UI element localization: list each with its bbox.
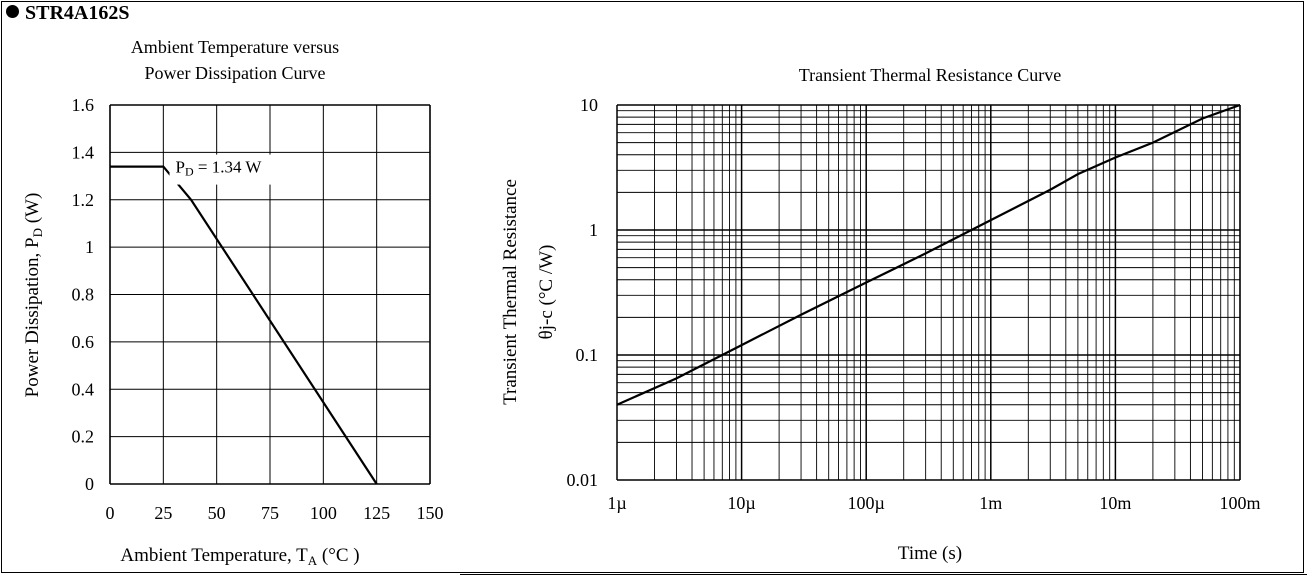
- chart1-x-axis-label: Ambient Temperature, TA (°C ): [120, 545, 359, 568]
- chart1-title-line1: Ambient Temperature versus: [131, 37, 339, 57]
- chart2-y-tick-label: 0.1: [576, 345, 599, 365]
- chart1-y-tick-label: 1.4: [72, 142, 95, 162]
- chart1-y-tick-label: 0.8: [72, 285, 95, 305]
- pd-annotation: PD = 1.34 W: [176, 158, 263, 179]
- chart2-x-tick-label: 1µ: [607, 493, 626, 513]
- chart1-annotation-background: [169, 154, 290, 185]
- chart2-y-tick-label: 10: [580, 95, 598, 115]
- chart1-y-tick-label: 0: [85, 474, 94, 494]
- pd-annotation-main: P: [176, 158, 185, 177]
- chart1-x-tick-label: 25: [154, 503, 172, 523]
- bullet-icon: [6, 5, 19, 18]
- chart1-y-tick-label: 0.2: [72, 427, 95, 447]
- chart2-x-tick-label: 10µ: [727, 493, 755, 513]
- chart2-y-tick-label: 0.01: [567, 470, 599, 490]
- chart1-x-tick-label: 100: [310, 503, 337, 523]
- chart1-y-axis-label: Power Dissipation, PD (W): [22, 193, 45, 398]
- chart2-y-axis-label-line1: Transient Thermal Resistance: [500, 179, 521, 405]
- chart2-x-axis-label: Time (s): [898, 543, 962, 564]
- part-number-heading: STR4A162S: [6, 2, 129, 25]
- chart2-x-tick-labels: 1µ 10µ 100µ 1m 10m 100m: [607, 493, 1260, 513]
- chart1-x-tick-label: 150: [417, 503, 444, 523]
- chart1-y-tick-label: 1: [85, 237, 94, 257]
- chart2-y-axis-label-line2: θj-c (°C /W): [536, 245, 557, 340]
- chart1-x-tick-label: 0: [106, 503, 115, 523]
- chart1-y-tick-label: 0.4: [72, 379, 95, 399]
- chart1-x-tick-label: 50: [208, 503, 226, 523]
- chart1-x-tick-label: 75: [261, 503, 279, 523]
- chart2-y-tick-label: 1: [589, 220, 598, 240]
- bottom-divider: [460, 574, 1307, 575]
- chart1-x-tick-labels: 0 25 50 75 100 125 150: [106, 503, 444, 523]
- chart2-x-tick-label: 100m: [1219, 493, 1260, 513]
- pd-annotation-sub: D: [185, 165, 194, 179]
- chart1-y-tick-label: 1.6: [72, 95, 95, 115]
- chart2-grid: [616, 104, 1241, 481]
- chart1-x-tick-label: 125: [363, 503, 390, 523]
- chart2-y-tick-labels: 0.01 0.1 1 10: [567, 95, 599, 490]
- pd-annotation-value: = 1.34 W: [194, 158, 263, 177]
- power-dissipation-chart: Ambient Temperature versus Power Dissipa…: [22, 37, 444, 568]
- chart1-y-tick-label: 0.6: [72, 332, 95, 352]
- chart2-x-tick-label: 100µ: [848, 493, 885, 513]
- transient-thermal-resistance-chart: Transient Thermal Resistance Curve 1µ 10µ…: [500, 65, 1261, 564]
- chart1-title-line2: Power Dissipation Curve: [145, 63, 326, 83]
- thermal-resistance-line: [616, 103, 1241, 406]
- chart1-y-tick-labels: 0 0.2 0.4 0.6 0.8 1 1.2 1.4 1.6: [72, 95, 95, 494]
- chart2-x-tick-label: 1m: [979, 493, 1002, 513]
- chart2-x-tick-label: 10m: [1099, 493, 1131, 513]
- chart1-y-tick-label: 1.2: [72, 190, 95, 210]
- part-number: STR4A162S: [25, 2, 130, 24]
- chart2-title: Transient Thermal Resistance Curve: [799, 65, 1061, 85]
